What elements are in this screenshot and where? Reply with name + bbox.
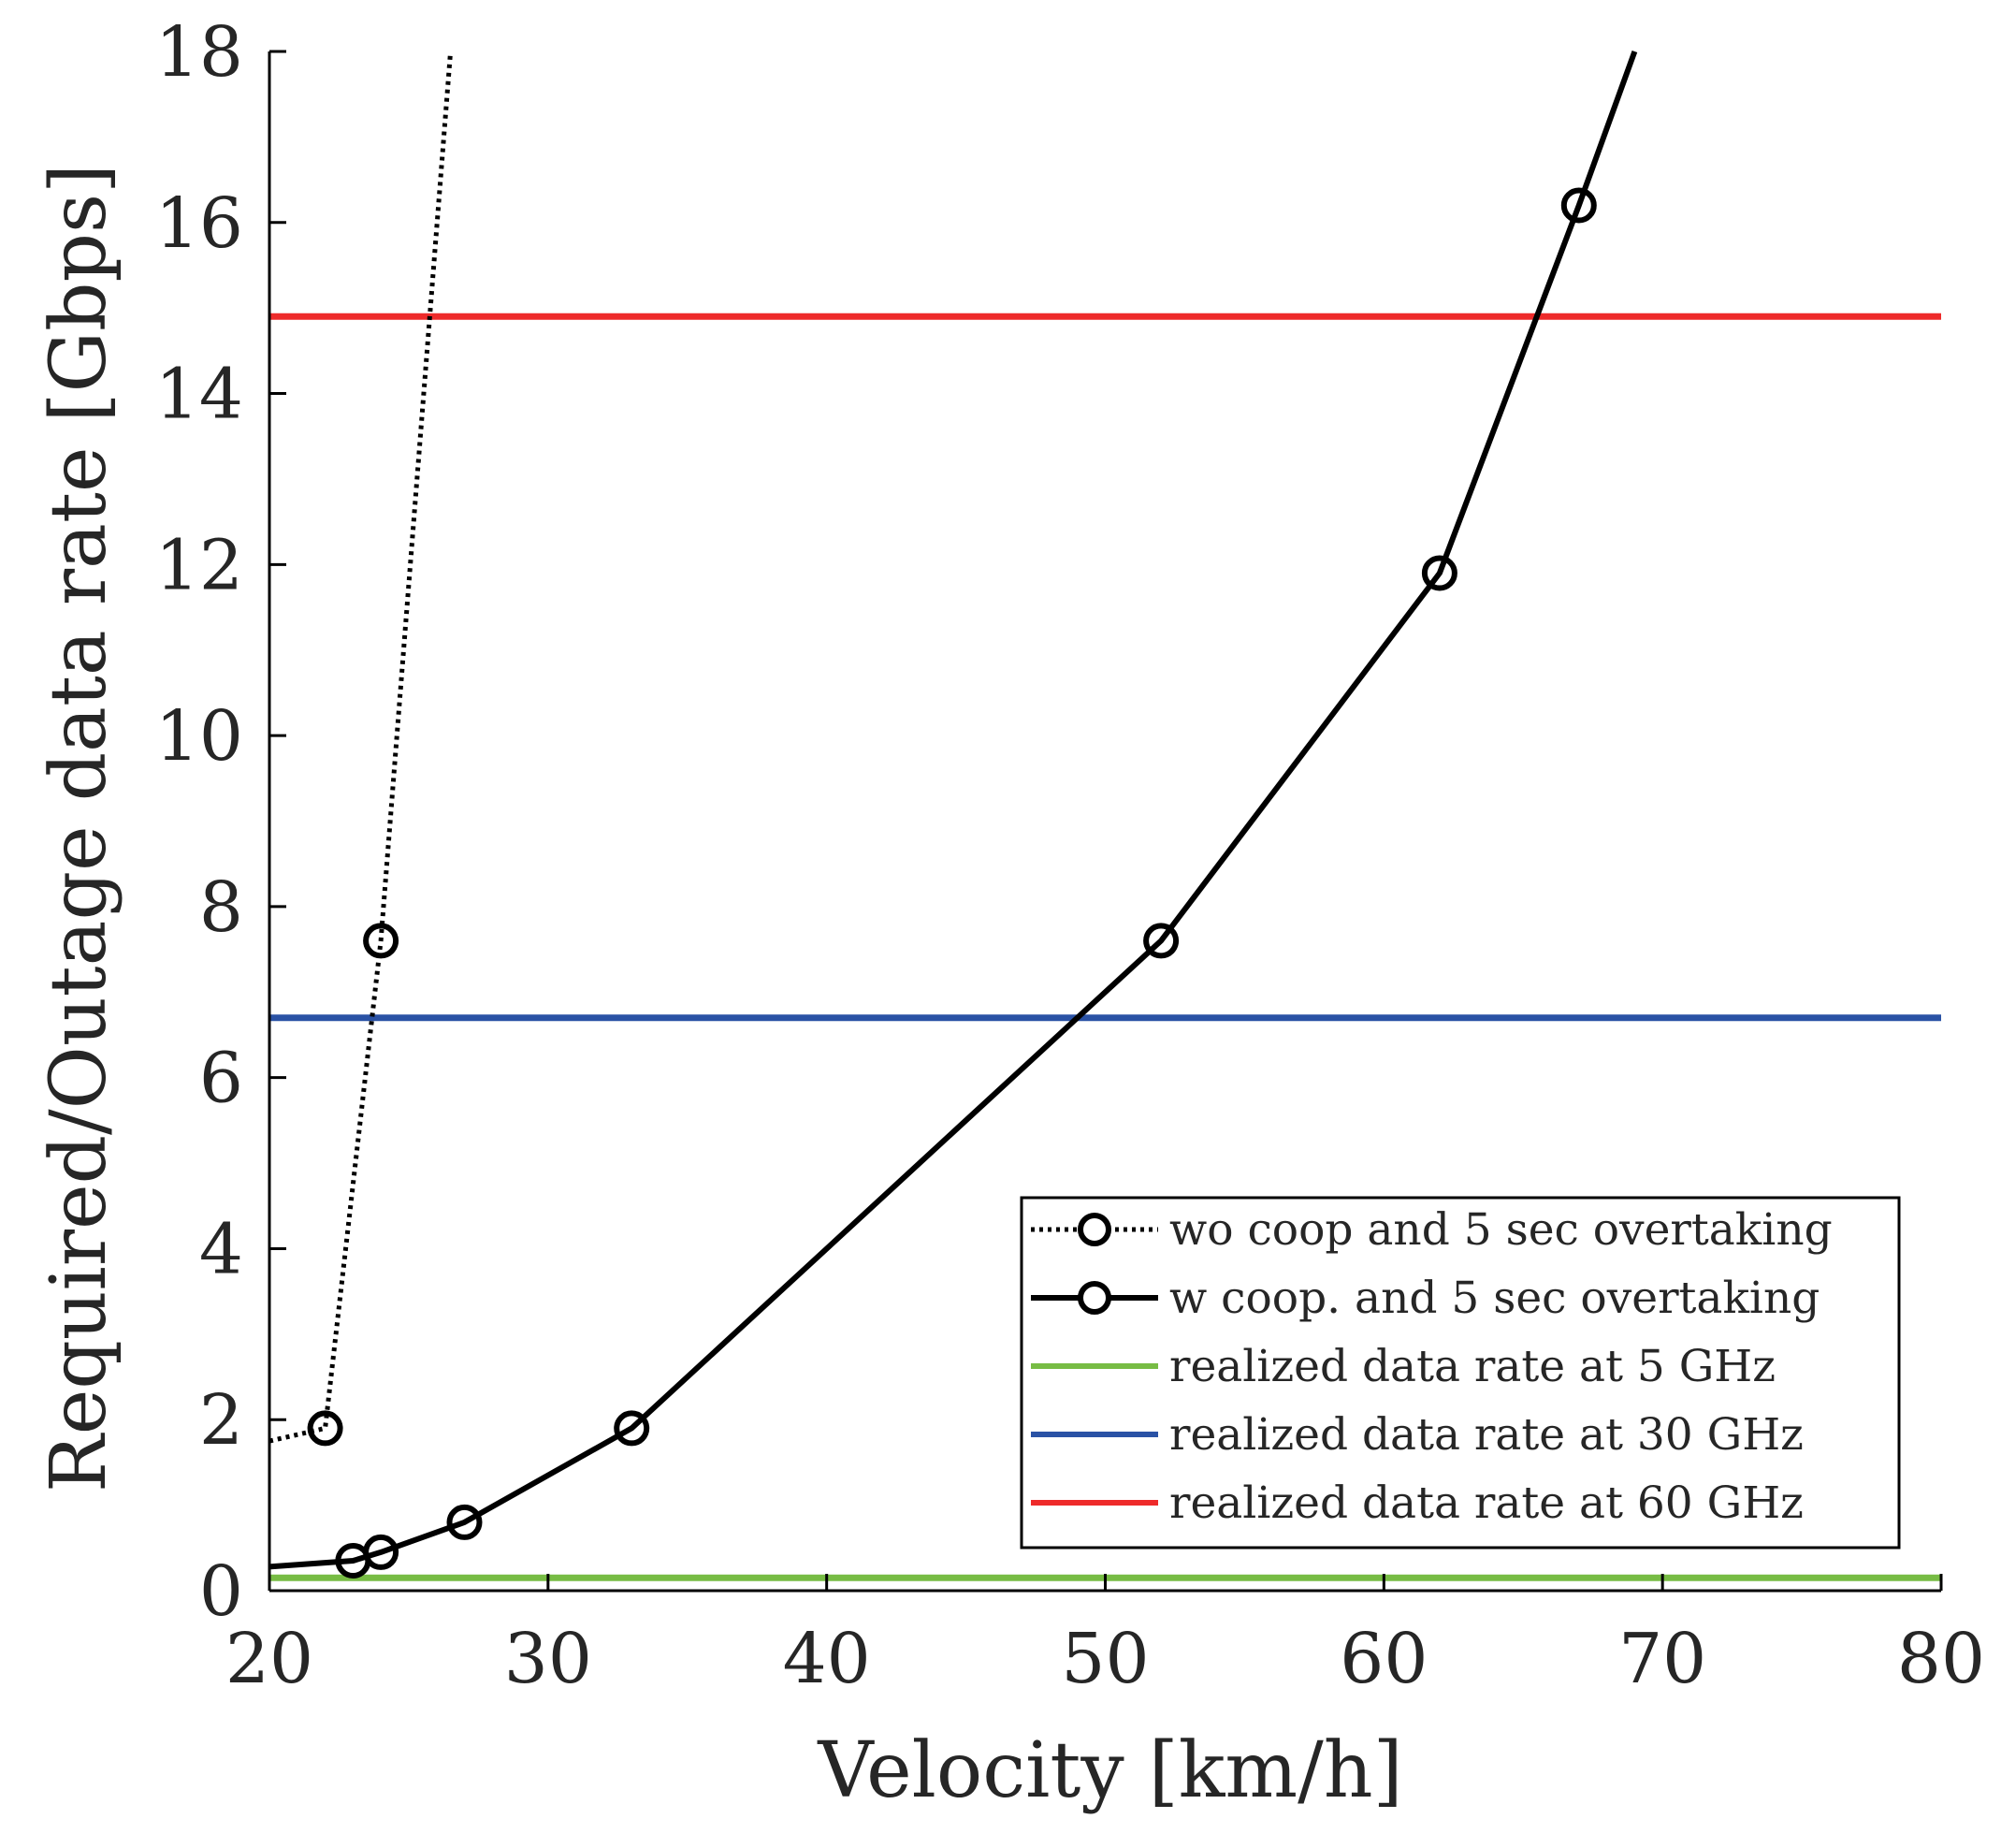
x-tick-label: 20	[225, 1619, 313, 1699]
y-tick-label: 8	[199, 867, 243, 948]
legend-entry-label: realized data rate at 60 GHz	[1169, 1477, 1804, 1529]
y-tick-label: 18	[155, 12, 243, 93]
x-tick-label: 70	[1618, 1619, 1706, 1699]
data-point-marker	[1143, 923, 1180, 959]
legend-entry-label: wo coop and 5 sec overtaking	[1169, 1204, 1833, 1256]
data-point-marker	[446, 1504, 483, 1540]
data-point-marker	[363, 923, 399, 959]
x-tick-label: 30	[504, 1619, 592, 1699]
y-tick-label: 0	[199, 1551, 243, 1632]
y-tick-label: 2	[199, 1380, 243, 1461]
y-tick-label: 14	[155, 355, 243, 435]
data-point-marker	[307, 1410, 343, 1447]
y-tick-label: 12	[155, 525, 243, 605]
x-tick-label: 50	[1061, 1619, 1149, 1699]
y-tick-label: 10	[155, 696, 243, 777]
legend-entry-label: w coop. and 5 sec overtaking	[1169, 1273, 1820, 1324]
data-point-marker	[614, 1410, 650, 1447]
ticks-layer: 20 30 40 50 60 70 80 0 2 4 6 8 10 12 14 16 18	[155, 12, 1985, 1699]
y-tick-label: 6	[199, 1039, 243, 1119]
y-axis-label: Required/Outage data rate [Gbps]	[35, 164, 123, 1492]
legend-entry-label: realized data rate at 30 GHz	[1169, 1409, 1804, 1461]
legend-marker	[1078, 1281, 1111, 1315]
x-tick-label: 60	[1340, 1619, 1428, 1699]
x-tick-label: 40	[783, 1619, 871, 1699]
y-tick-label: 4	[199, 1209, 243, 1289]
legend: wo coop and 5 sec overtaking w coop. and …	[1020, 1196, 1901, 1550]
data-point-marker	[1560, 187, 1597, 224]
data-point-marker	[363, 1534, 399, 1570]
x-tick-label: 80	[1897, 1619, 1985, 1699]
legend-box	[1020, 1196, 1901, 1550]
x-axis-label: Velocity [km/h]	[817, 1726, 1402, 1815]
series-line-wo-coop-and-5-sec-overtaking	[268, 51, 454, 1444]
data-point-marker	[1421, 555, 1457, 591]
legend-marker	[1078, 1213, 1111, 1246]
series-line-w-coop-and-5-sec-overtaking	[268, 50, 1638, 1570]
legend-entry-label: realized data rate at 5 GHz	[1169, 1341, 1776, 1392]
y-tick-label: 16	[155, 183, 243, 264]
